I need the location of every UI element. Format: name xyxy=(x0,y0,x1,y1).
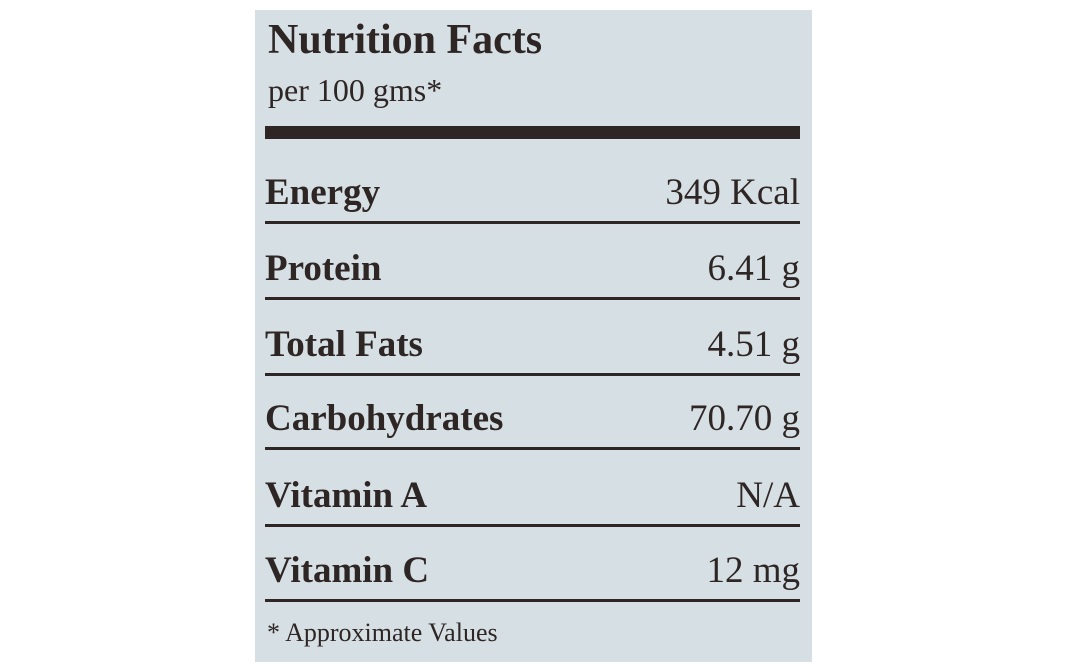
footnote: * Approximate Values xyxy=(267,618,498,647)
nutrient-row: Protein 6.41 g xyxy=(265,238,801,300)
label-title: Nutrition Facts xyxy=(268,17,543,63)
nutrient-name: Energy xyxy=(265,172,381,213)
nutrient-row: Vitamin C 12 mg xyxy=(265,540,800,602)
row-divider xyxy=(265,373,800,376)
nutrient-value: 12 mg xyxy=(706,550,800,591)
nutrient-row: Energy 349 Kcal xyxy=(265,162,800,224)
nutrient-row: Total Fats 4.51 g xyxy=(265,314,801,376)
nutrient-name: Total Fats xyxy=(265,324,423,365)
nutrient-name: Carbohydrates xyxy=(265,398,504,439)
nutrition-label: Nutrition Facts per 100 gms* Energy 349 K… xyxy=(255,10,812,662)
nutrient-name: Protein xyxy=(265,248,382,289)
row-divider xyxy=(265,524,800,527)
row-divider xyxy=(265,297,800,300)
header-bar xyxy=(265,126,800,139)
row-divider xyxy=(265,221,800,224)
nutrient-value: 6.41 g xyxy=(707,248,801,289)
nutrient-value: 349 Kcal xyxy=(665,172,800,213)
row-divider xyxy=(265,447,800,450)
nutrient-name: Vitamin C xyxy=(265,550,430,591)
nutrient-row: Vitamin A N/A xyxy=(265,465,800,527)
nutrient-value: 4.51 g xyxy=(707,324,801,365)
nutrient-row: Carbohydrates 70.70 g xyxy=(265,388,800,450)
label-subtitle: per 100 gms* xyxy=(268,72,443,108)
nutrient-value: 70.70 g xyxy=(689,398,800,439)
row-divider xyxy=(265,599,800,602)
nutrient-value: N/A xyxy=(736,475,800,516)
nutrient-name: Vitamin A xyxy=(265,475,428,516)
